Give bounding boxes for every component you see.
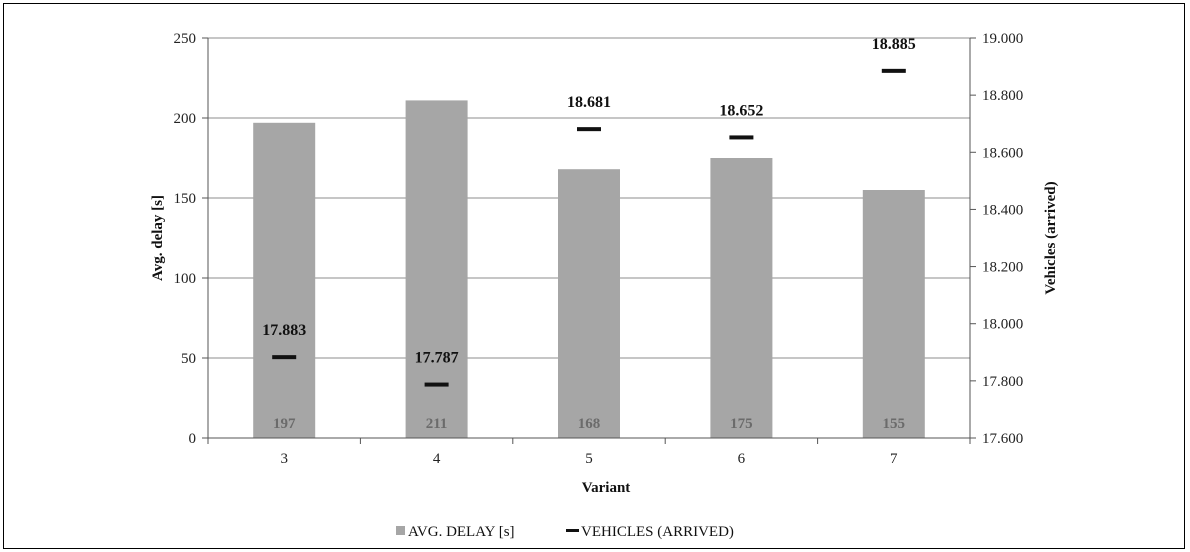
delay-bars: 197 211 168 175 155 — [253, 100, 925, 439]
vehicle-marker — [424, 382, 449, 387]
y2-tick-label: 19.000 — [982, 31, 1023, 47]
y-tick-label: 250 — [174, 31, 197, 47]
vehicle-label: 17.883 — [262, 322, 306, 339]
vehicle-marker — [729, 135, 754, 140]
chart-frame — [3, 3, 1185, 549]
y2-tick-label: 18.800 — [982, 88, 1023, 104]
delay-bar-label: 155 — [883, 416, 906, 432]
y-tick-label: 100 — [174, 271, 197, 287]
x-axis-ticks: 3 4 5 6 7 — [280, 451, 898, 467]
vehicle-marker — [881, 68, 906, 73]
delay-bar — [405, 100, 468, 439]
y2-tick-label: 18.600 — [982, 145, 1023, 161]
y2-axis-title: Vehicles (arrived) — [1043, 181, 1059, 294]
vehicle-marker — [272, 355, 297, 360]
x-tick-label: 6 — [738, 451, 746, 467]
vehicle-markers: 17.883 17.787 18.681 18.652 18.885 — [262, 36, 916, 387]
x-tick-label: 3 — [280, 451, 288, 467]
vehicle-marker — [577, 127, 601, 132]
y-tick-label: 50 — [181, 351, 196, 367]
delay-bar — [558, 169, 620, 438]
vehicle-label: 18.885 — [872, 36, 916, 53]
y2-tick-label: 18.400 — [982, 202, 1023, 218]
x-tick-label: 4 — [433, 451, 441, 467]
vehicle-label: 17.787 — [415, 350, 459, 367]
y2-tick-label: 18.000 — [982, 317, 1023, 333]
y2-tick-label: 17.600 — [982, 431, 1023, 447]
legend: AVG. DELAY [s] VEHICLES (ARRIVED) — [396, 524, 734, 540]
delay-bar — [253, 122, 316, 439]
delay-bar — [710, 158, 773, 438]
delay-bar-label: 211 — [426, 416, 448, 432]
legend-label-vehicles: VEHICLES (ARRIVED) — [581, 524, 734, 540]
right-axis-ticks: 17.600 17.800 18.000 18.200 18.400 18.600 18.8… — [982, 31, 1023, 447]
legend-swatch-dash — [566, 529, 579, 532]
vehicle-label: 18.681 — [567, 94, 611, 111]
delay-bar-label: 168 — [578, 416, 601, 432]
y-tick-label: 0 — [189, 431, 197, 447]
legend-label-delay: AVG. DELAY [s] — [408, 524, 515, 540]
axes — [202, 37, 976, 444]
y2-tick-label: 18.200 — [982, 260, 1023, 276]
x-axis-title: Variant — [582, 480, 631, 496]
vehicle-label: 18.652 — [719, 102, 763, 119]
delay-bar-label: 197 — [273, 416, 296, 432]
x-tick-label: 7 — [890, 451, 898, 467]
left-axis-ticks: 0 50 100 150 200 250 — [174, 31, 197, 447]
legend-swatch-bar — [396, 526, 405, 535]
x-tick-label: 5 — [585, 451, 593, 467]
y2-tick-label: 17.800 — [982, 374, 1023, 390]
delay-bar-label: 175 — [730, 416, 753, 432]
y-axis-title: Avg. delay [s] — [150, 195, 166, 281]
y-tick-label: 200 — [174, 111, 197, 127]
y-tick-label: 150 — [174, 191, 197, 207]
delay-bar — [862, 190, 925, 438]
